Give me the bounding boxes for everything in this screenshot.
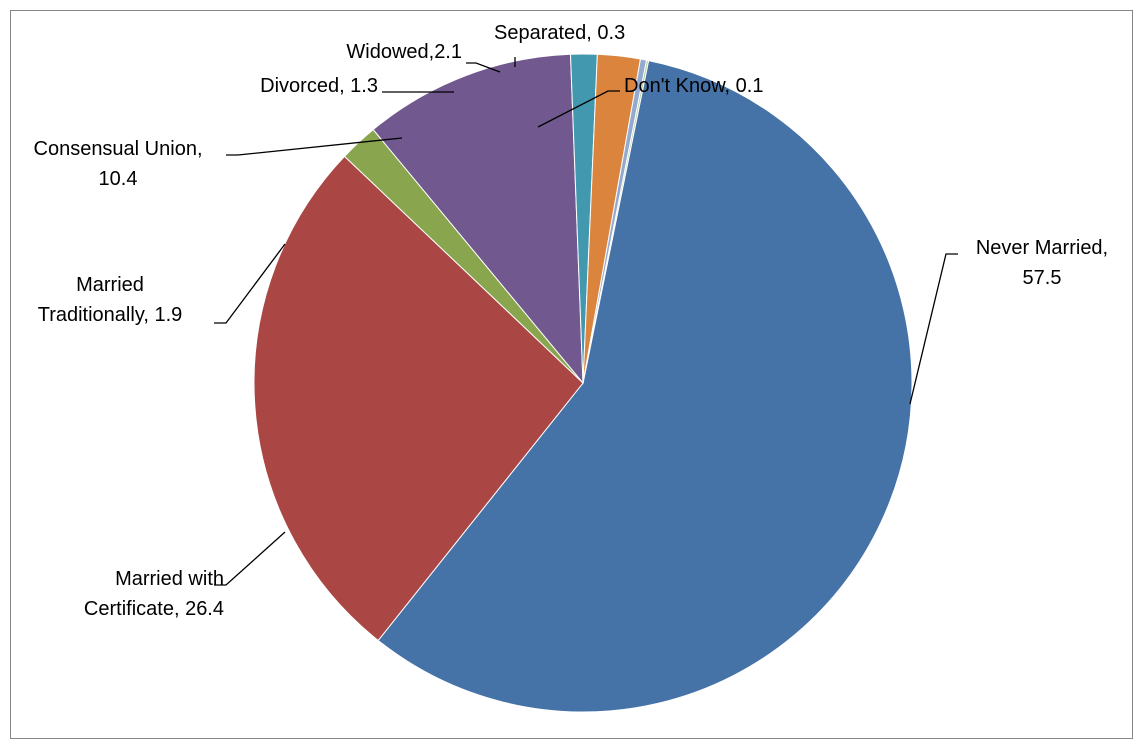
- pie-slice-never-married: [377, 60, 913, 713]
- data-label-separated: Separated, 0.3: [494, 18, 625, 48]
- data-label-widowed: Widowed,2.1: [286, 37, 462, 67]
- data-label-married-with-certificate: Married with Certificate, 26.4: [28, 564, 224, 624]
- pie-slice-married-with-certificate: [253, 155, 584, 642]
- data-label-consensual-union-line1: Consensual Union,: [33, 138, 203, 160]
- data-label-married-traditionally-line2: Traditionally, 1.9: [37, 304, 183, 326]
- pie-slice-don-t-know: [582, 59, 650, 384]
- data-label-widowed-line1: Widowed,2.1: [346, 41, 462, 63]
- data-label-married-traditionally-line1: Married: [76, 274, 144, 296]
- data-label-separated-line1: Separated, 0.3: [494, 22, 626, 44]
- data-label-married-traditionally: Married Traditionally, 1.9: [16, 270, 204, 330]
- data-label-never-married-line2: 57.5: [1022, 267, 1062, 289]
- leader-line-dont-know: [537, 90, 620, 128]
- pie-slice-consensual-union: [372, 53, 584, 385]
- data-label-dont-know: Don't Know, 0.1: [624, 71, 763, 101]
- data-label-divorced: Divorced, 1.3: [200, 71, 378, 101]
- leader-line-married-traditionally: [214, 243, 286, 324]
- data-label-consensual-union: Consensual Union, 10.4: [14, 134, 222, 194]
- leader-line-married-with-certificate: [214, 531, 286, 586]
- data-label-never-married: Never Married, 57.5: [962, 233, 1122, 293]
- data-label-dont-know-line1: Don't Know, 0.1: [624, 75, 764, 97]
- pie-slices: [253, 53, 913, 713]
- data-label-consensual-union-line2: 10.4: [98, 168, 138, 190]
- leader-line-consensual-union: [226, 137, 403, 156]
- data-label-never-married-line1: Never Married,: [975, 237, 1109, 259]
- data-label-married-with-certificate-line1: Married with: [115, 568, 224, 590]
- leader-line-never-married: [909, 253, 958, 405]
- data-label-divorced-line1: Divorced, 1.3: [260, 75, 378, 97]
- leader-lines: [214, 57, 958, 586]
- leader-line-widowed: [466, 62, 501, 73]
- data-label-married-with-certificate-line2: Certificate, 26.4: [83, 598, 224, 620]
